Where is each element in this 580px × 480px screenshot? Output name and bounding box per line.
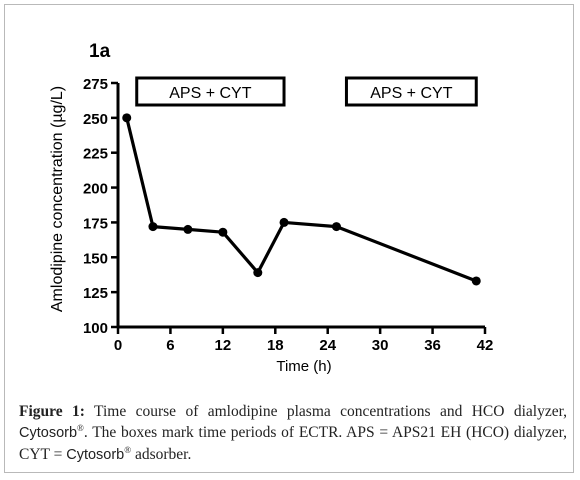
chart: 1a APS + CYT APS + CYT 100 125 150 175 200 225… bbox=[49, 41, 494, 375]
x-axis-label: Time (h) bbox=[276, 358, 331, 375]
figure-caption: Figure 1: Time course of amlodipine plas… bbox=[19, 401, 567, 466]
caption-text-1: Time course of amlodipine plasma concent… bbox=[84, 403, 567, 420]
x-tick-label: 24 bbox=[319, 337, 336, 354]
y-tick-label: 200 bbox=[83, 181, 108, 198]
figure-panel: 1a APS + CYT APS + CYT 100 125 150 175 200 225… bbox=[4, 4, 574, 473]
ectr-period-label: APS + CYT bbox=[169, 85, 251, 102]
ectr-period-box bbox=[135, 76, 286, 107]
x-tick-label: 18 bbox=[267, 337, 284, 354]
data-point bbox=[218, 227, 228, 237]
registered-mark-2: ® bbox=[124, 445, 132, 455]
data-point bbox=[331, 222, 341, 232]
y-tick-label: 150 bbox=[83, 250, 108, 267]
data-point bbox=[253, 268, 263, 278]
caption-cytosorb-1: Cytosorb bbox=[19, 425, 78, 441]
caption-label: Figure 1: bbox=[19, 403, 85, 420]
y-tick-label: 225 bbox=[83, 146, 108, 163]
y-tick-label: 125 bbox=[83, 285, 108, 302]
x-tick-label: 36 bbox=[424, 337, 441, 354]
caption-text-2: . The boxes mark time periods of ECTR. A… bbox=[19, 424, 567, 463]
series-line bbox=[125, 117, 477, 283]
data-point bbox=[471, 276, 481, 286]
y-tick-label: 250 bbox=[83, 111, 108, 128]
data-point bbox=[148, 222, 158, 232]
panel-label: 1a bbox=[89, 41, 111, 62]
y-tick-label: 175 bbox=[83, 215, 108, 232]
caption-text-3: adsorber. bbox=[131, 446, 192, 463]
caption-cytosorb-2: Cytosorb bbox=[66, 447, 125, 463]
y-tick-label: 275 bbox=[83, 76, 108, 93]
data-point bbox=[183, 224, 193, 234]
ectr-period-label: APS + CYT bbox=[370, 85, 452, 102]
data-point bbox=[279, 217, 289, 227]
x-tick-label: 30 bbox=[372, 337, 389, 354]
data-point bbox=[122, 113, 132, 123]
x-tick-label: 6 bbox=[166, 337, 174, 354]
x-tick-label: 0 bbox=[114, 337, 122, 354]
y-tick-label: 100 bbox=[83, 320, 108, 337]
ectr-period-box bbox=[344, 76, 478, 107]
x-tick-label: 12 bbox=[215, 337, 232, 354]
registered-mark-1: ® bbox=[77, 423, 84, 433]
x-tick-label: 42 bbox=[477, 337, 494, 354]
y-axis-label: Amlodipine concentration (µg/L) bbox=[49, 86, 66, 312]
